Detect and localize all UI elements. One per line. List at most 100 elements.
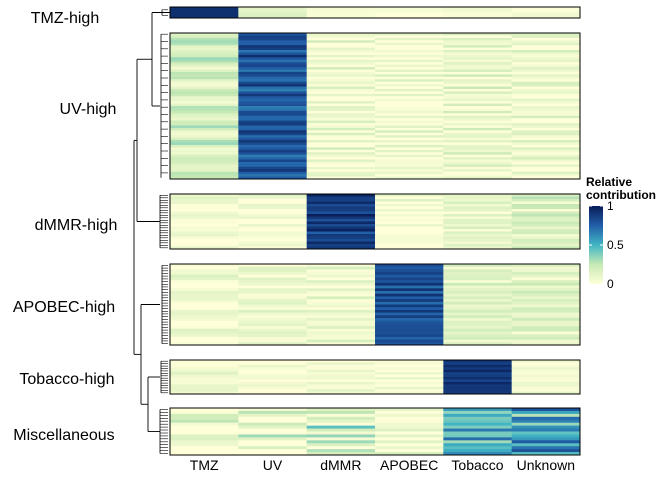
- heatmap-cell: [375, 84, 444, 87]
- heatmap-cell: [238, 336, 308, 340]
- heatmap-cell: [170, 204, 239, 207]
- heatmap-cell: [170, 91, 239, 95]
- heatmap-cell: [238, 449, 308, 453]
- heatmap-cell: [170, 274, 239, 278]
- heatmap-cell: [375, 204, 444, 207]
- heatmap-cell: [306, 71, 376, 75]
- heatmap-cell: [170, 326, 239, 330]
- heatmap-cell: [511, 231, 581, 235]
- heatmap-cell: [238, 86, 308, 90]
- heatmap-cell: [170, 307, 239, 311]
- heatmap-cell: [170, 12, 239, 19]
- heatmap-cell: [375, 364, 444, 368]
- heatmap-cell: [170, 71, 239, 75]
- heatmap-cell: [238, 127, 308, 131]
- heatmap-cell: [375, 67, 444, 70]
- heatmap-cell: [238, 42, 308, 46]
- heatmap-cell: [443, 323, 513, 327]
- heatmap-cell: [238, 416, 308, 421]
- heatmap-cell: [170, 389, 239, 392]
- heatmap-cell: [511, 57, 581, 61]
- heatmap-cell: [306, 272, 376, 276]
- heatmap-cell: [375, 125, 444, 129]
- heatmap-cell: [238, 413, 308, 418]
- heatmap-cell: [238, 91, 308, 95]
- heatmap-cell: [238, 93, 308, 97]
- heatmap-cell: [306, 142, 376, 146]
- heatmap-cell: [443, 386, 513, 390]
- heatmap-cell: [443, 71, 513, 75]
- heatmap-cell: [443, 45, 513, 48]
- heatmap-cell: [511, 159, 581, 163]
- heatmap-cell: [306, 127, 376, 131]
- heatmap-cell: [238, 132, 308, 136]
- heatmap-cell: [375, 304, 444, 308]
- heatmap-cell: [306, 86, 376, 90]
- heatmap-cell: [306, 425, 376, 429]
- heatmap-cell: [306, 40, 376, 44]
- heatmap-cell: [238, 194, 308, 197]
- heatmap-cell: [238, 110, 308, 114]
- heatmap-cell: [170, 241, 239, 245]
- heatmap-cell: [443, 440, 513, 444]
- heatmap-cell: [511, 221, 581, 225]
- heatmap-cell: [170, 144, 239, 148]
- heatmap-cell: [170, 374, 239, 378]
- column-label: Unknown: [517, 457, 575, 473]
- heatmap-cell: [511, 40, 581, 44]
- heatmap-cell: [511, 285, 581, 289]
- heatmap-cell: [170, 211, 239, 215]
- heatmap-cell: [375, 50, 444, 53]
- panel-border: [169, 263, 581, 346]
- heatmap-cell: [443, 96, 513, 100]
- heatmap-cell: [511, 384, 581, 388]
- heatmap-cell: [511, 367, 581, 371]
- heatmap-cell: [170, 231, 239, 235]
- heatmap-cell: [306, 91, 376, 95]
- heatmap-cell: [443, 127, 513, 131]
- heatmap-cell: [306, 159, 376, 163]
- heatmap-cell: [170, 440, 239, 444]
- heatmap-cell: [170, 159, 239, 163]
- heatmap-cell: [443, 285, 513, 289]
- heatmap-cell: [511, 132, 581, 136]
- heatmap-cell: [170, 196, 239, 200]
- heatmap-cell: [511, 93, 581, 97]
- heatmap-cell: [306, 307, 376, 311]
- heatmap-cell: [375, 37, 444, 41]
- heatmap-cell: [511, 277, 581, 281]
- heatmap-cell: [443, 88, 513, 92]
- panel-miscellaneous: [169, 407, 581, 456]
- heatmap-cell: [375, 96, 444, 100]
- heatmap-cell: [443, 7, 513, 13]
- heatmap-cell: [238, 74, 308, 78]
- heatmap-cell: [443, 93, 513, 97]
- heatmap-cell: [306, 384, 376, 388]
- heatmap-cell: [443, 391, 513, 395]
- heatmap-cell: [306, 239, 376, 242]
- heatmap-cell: [511, 140, 581, 143]
- heatmap-cell: [375, 234, 444, 237]
- heatmap-cell: [375, 307, 444, 311]
- heatmap-cell: [511, 7, 581, 13]
- heatmap-cell: [375, 446, 444, 450]
- heatmap-cell: [170, 194, 239, 197]
- heatmap-cell: [306, 408, 376, 412]
- heatmap-cell: [375, 331, 444, 335]
- heatmap-cell: [170, 98, 239, 102]
- heatmap-cell: [375, 196, 444, 200]
- heatmap-cell: [238, 318, 308, 322]
- heatmap-cell: [238, 144, 308, 148]
- heatmap-cell: [375, 282, 444, 286]
- heatmap-cell: [375, 320, 444, 324]
- heatmap-cell: [443, 204, 513, 207]
- heatmap-cell: [511, 135, 581, 139]
- heatmap-cell: [306, 115, 376, 119]
- heatmap-cell: [170, 236, 239, 240]
- heatmap-cell: [443, 154, 513, 158]
- heatmap-cell: [170, 362, 239, 366]
- heatmap-cell: [238, 323, 308, 327]
- heatmap-cell: [443, 244, 513, 247]
- heatmap-cell: [170, 84, 239, 87]
- heatmap-cell: [238, 7, 308, 13]
